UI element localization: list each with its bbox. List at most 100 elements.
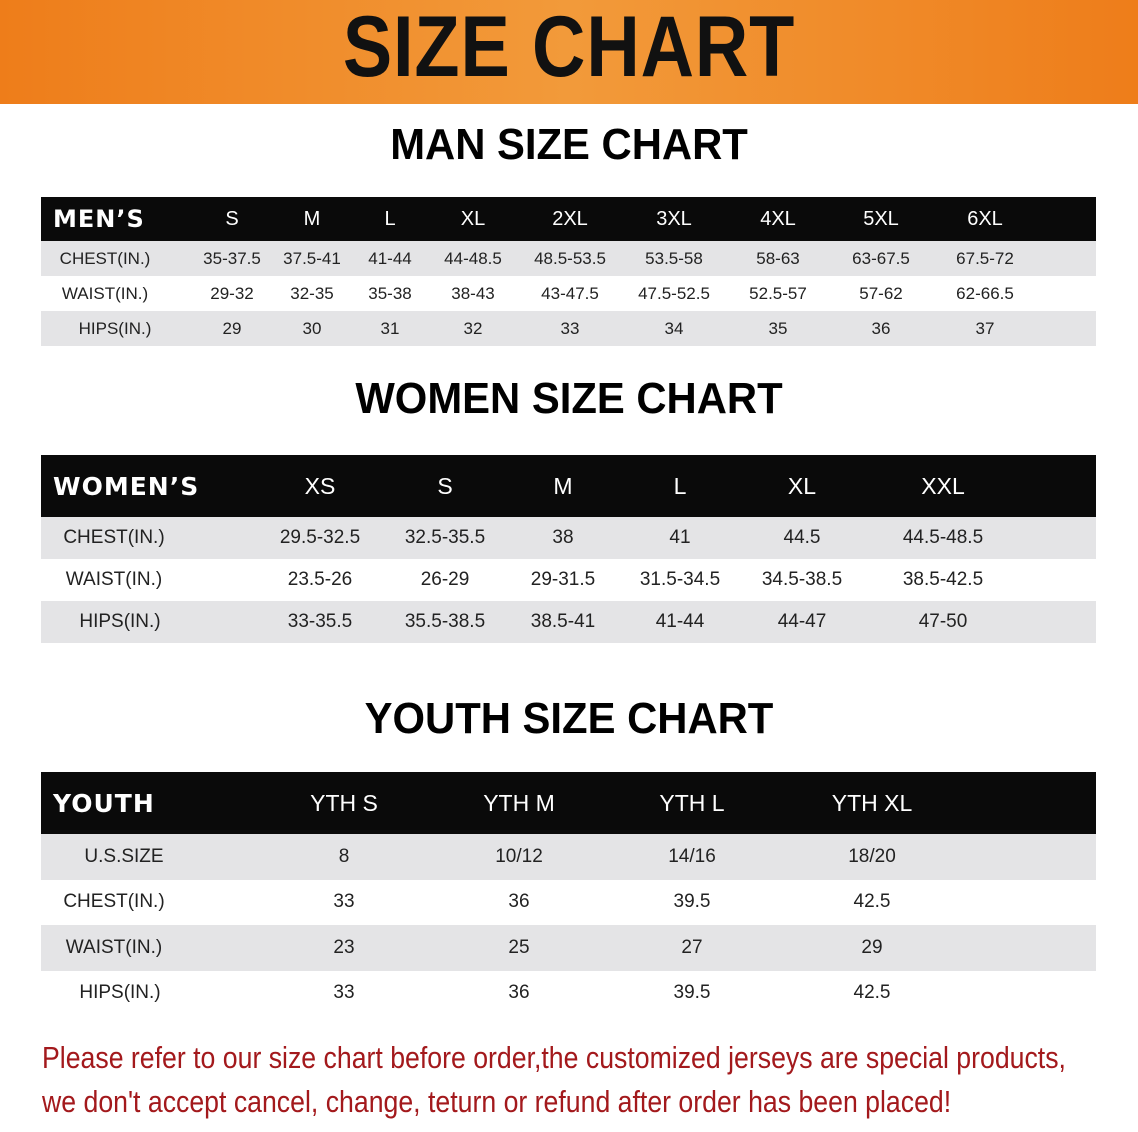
table-title-cell: YOUTH — [53, 788, 155, 818]
size-header-cell: YTH S — [310, 789, 378, 816]
measurement-value: 47.5-52.5 — [638, 283, 710, 303]
size-header-cell: YTH L — [659, 789, 725, 816]
measurement-value: 14/16 — [668, 845, 716, 867]
size-header-cell: 3XL — [656, 207, 692, 230]
measurement-label: WAIST(IN.) — [61, 283, 149, 303]
banner: SIZE CHART — [0, 0, 1138, 104]
measurement-label: HIPS(IN.) — [79, 982, 161, 1004]
size-header-cell: S — [437, 472, 453, 499]
measurement-value: 32.5-35.5 — [404, 527, 486, 548]
measurement-label: HIPS(IN.) — [78, 318, 152, 338]
measurement-value: 27 — [681, 936, 703, 958]
table-row: HIPS(IN.) 33 36 39.5 42.5 — [41, 971, 1096, 1017]
women-heading: WOMEN SIZE CHART — [355, 374, 783, 423]
size-header-cell: M — [553, 472, 573, 499]
measurement-value: 29 — [861, 936, 883, 958]
measurement-value: 32-35 — [290, 283, 334, 303]
measurement-value: 52.5-57 — [749, 283, 807, 303]
measurement-value: 36 — [508, 891, 530, 913]
table-row: WAIST(IN.) 23.5-26 26-29 29-31.5 31.5-34.5 34… — [41, 559, 1096, 601]
men-heading: MAN SIZE CHART — [390, 120, 748, 169]
measurement-value: 37 — [975, 318, 995, 338]
measurement-value: 26-29 — [420, 569, 470, 590]
measurement-value: 8 — [338, 845, 350, 867]
table-row: U.S.SIZE 8 10/12 14/16 18/20 — [41, 834, 1096, 880]
measurement-value: 29.5-32.5 — [279, 527, 361, 548]
measurement-value: 39.5 — [673, 982, 711, 1004]
measurement-value: 35 — [768, 318, 788, 338]
measurement-value: 53.5-58 — [645, 248, 703, 268]
measurement-value: 23 — [333, 936, 355, 958]
measurement-value: 31.5-34.5 — [639, 569, 721, 590]
notice-line-2: we don't accept cancel, change, teturn o… — [42, 1084, 952, 1119]
measurement-value: 25 — [508, 936, 530, 958]
measurement-value: 35.5-38.5 — [404, 611, 486, 632]
measurement-value: 38.5-41 — [530, 611, 596, 632]
table-row: HIPS(IN.) 33-35.5 35.5-38.5 38.5-41 41-44 44-… — [41, 601, 1096, 643]
measurement-value: 48.5-53.5 — [534, 248, 606, 268]
youth-size-table: YOUTH YTH S YTH M YTH L YTH XL U.S.SIZE 8 10/12… — [41, 772, 1096, 1016]
men-size-table: MEN’S S M L XL 2XL 3XL 4XL 5XL 6XL CHEST(IN.) 35-37… — [41, 197, 1096, 346]
measurement-value: 10/12 — [495, 845, 543, 867]
size-header-cell: XXL — [921, 472, 965, 499]
measurement-value: 47-50 — [918, 611, 968, 632]
measurement-label: WAIST(IN.) — [65, 569, 163, 590]
measurement-value: 18/20 — [848, 845, 896, 867]
size-header-cell: L — [673, 472, 687, 499]
measurement-value: 36 — [508, 982, 530, 1004]
measurement-value: 35-38 — [368, 283, 412, 303]
measurement-value: 33-35.5 — [287, 611, 353, 632]
measurement-value: 67.5-72 — [956, 248, 1014, 268]
table-header-row: YOUTH YTH S YTH M YTH L YTH XL — [41, 772, 1096, 834]
measurement-label: CHEST(IN.) — [59, 248, 151, 268]
size-header-cell: XL — [460, 207, 486, 230]
measurement-value: 44-47 — [777, 611, 827, 632]
measurement-value: 38.5-42.5 — [902, 569, 984, 590]
measurement-label: CHEST(IN.) — [63, 891, 165, 913]
measurement-value: 62-66.5 — [956, 283, 1014, 303]
measurement-value: 29-31.5 — [530, 569, 596, 590]
banner-title: SIZE CHART — [342, 0, 796, 95]
measurement-value: 30 — [302, 318, 322, 338]
measurement-value: 33 — [560, 318, 580, 338]
measurement-value: 37.5-41 — [283, 248, 341, 268]
notice-line-1: Please refer to our size chart before or… — [42, 1040, 1066, 1075]
measurement-value: 41-44 — [655, 611, 705, 632]
table-header-row: WOMEN’S XS S M L XL XXL — [41, 455, 1096, 517]
measurement-value: 38 — [552, 527, 574, 548]
size-header-cell: 5XL — [863, 207, 899, 230]
table-row: CHEST(IN.) 33 36 39.5 42.5 — [41, 880, 1096, 926]
size-header-cell: XS — [304, 472, 336, 499]
measurement-value: 31 — [380, 318, 400, 338]
measurement-label: CHEST(IN.) — [63, 527, 165, 548]
table-header-row: MEN’S S M L XL 2XL 3XL 4XL 5XL 6XL — [41, 197, 1096, 241]
women-size-table: WOMEN’S XS S M L XL XXL CHEST(IN.) 29.5-32.5 32.5… — [41, 455, 1096, 645]
measurement-label: WAIST(IN.) — [65, 936, 163, 958]
measurement-value: 43-47.5 — [541, 283, 599, 303]
size-header-cell: S — [225, 207, 239, 230]
measurement-value: 42.5 — [853, 982, 891, 1004]
measurement-value: 34 — [664, 318, 684, 338]
measurement-value: 32 — [463, 318, 483, 338]
size-header-cell: XL — [787, 472, 817, 499]
size-header-cell: 4XL — [760, 207, 796, 230]
table-row: CHEST(IN.) 29.5-32.5 32.5-35.5 38 41 44.5 44.5… — [41, 517, 1096, 559]
measurement-value: 44.5 — [783, 527, 821, 548]
table-title-cell: WOMEN’S — [53, 471, 200, 501]
size-header-cell: L — [384, 207, 396, 230]
measurement-value: 34.5-38.5 — [761, 569, 843, 590]
measurement-value: 58-63 — [756, 248, 800, 268]
table-row: HIPS(IN.) 29 30 31 32 33 34 35 36 37 — [41, 311, 1096, 346]
size-header-cell: YTH M — [483, 789, 555, 816]
table-row: WAIST(IN.) 23 25 27 29 — [41, 925, 1096, 971]
size-header-cell: 2XL — [552, 207, 588, 230]
measurement-value: 44-48.5 — [444, 248, 502, 268]
measurement-value: 63-67.5 — [852, 248, 910, 268]
youth-heading: YOUTH SIZE CHART — [364, 694, 774, 743]
measurement-value: 41-44 — [368, 248, 412, 268]
measurement-value: 33 — [333, 891, 355, 913]
measurement-value: 39.5 — [673, 891, 711, 913]
size-header-cell: M — [303, 207, 321, 230]
measurement-value: 33 — [333, 982, 355, 1004]
measurement-value: 57-62 — [859, 283, 903, 303]
